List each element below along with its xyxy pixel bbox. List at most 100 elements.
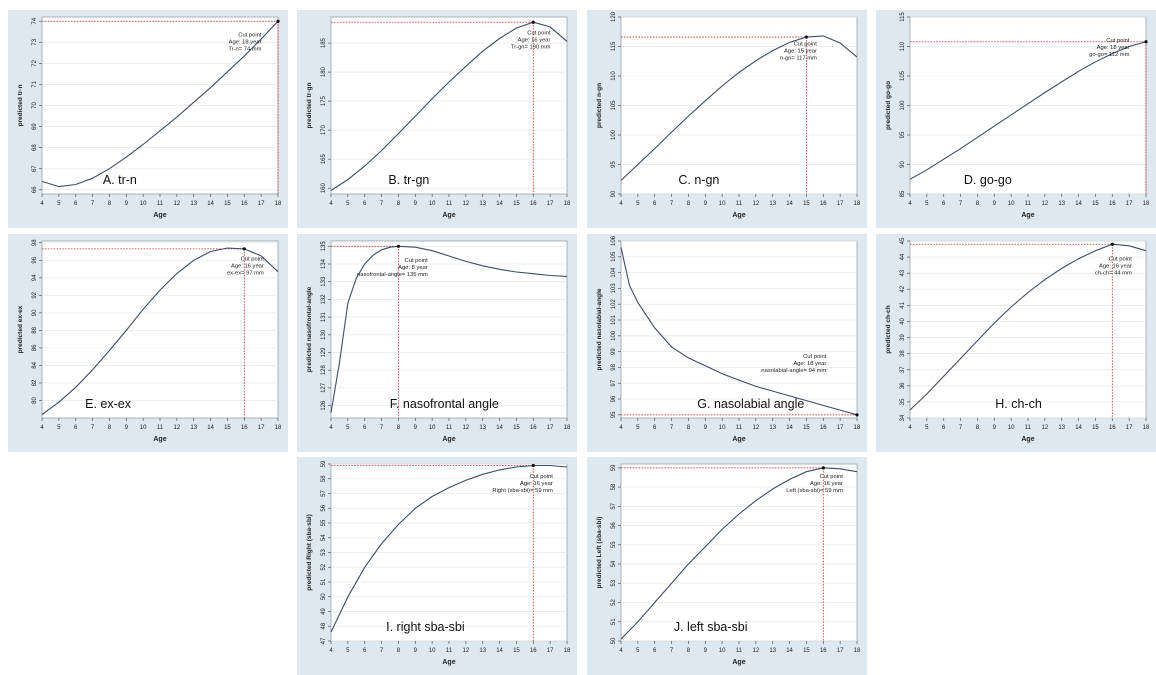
y-tick-label: 180: [321, 66, 327, 77]
x-tick-label: 11: [1025, 425, 1032, 431]
y-tick-label: 45: [900, 237, 906, 244]
x-axis-label: Age: [1021, 436, 1034, 443]
x-tick-label: 7: [91, 201, 95, 207]
x-tick-label: 11: [157, 425, 164, 431]
cut-point-annotation: Left (sba-sbi)= 59 mm: [786, 488, 843, 494]
x-tick-label: 5: [57, 425, 61, 431]
y-tick-label: 73: [32, 38, 38, 45]
y-tick-label: 54: [321, 534, 327, 541]
y-tick-label: 95: [611, 161, 617, 168]
x-tick-label: 9: [993, 425, 997, 431]
y-tick-label: 101: [611, 314, 617, 325]
y-tick-label: 100: [611, 330, 617, 341]
x-tick-label: 15: [224, 201, 231, 207]
y-tick-label: 49: [321, 608, 327, 615]
y-tick-label: 170: [321, 124, 327, 135]
y-tick-label: 85: [900, 190, 906, 197]
y-tick-label: 56: [321, 504, 327, 511]
x-tick-label: 5: [925, 201, 929, 207]
y-tick-label: 56: [611, 522, 617, 529]
y-tick-label: 74: [32, 17, 38, 24]
x-axis-label: Age: [442, 212, 455, 219]
x-tick-label: 18: [275, 425, 282, 431]
cut-point-annotation: Cut point: [241, 256, 265, 262]
x-tick-label: 16: [241, 425, 248, 431]
x-tick-label: 15: [803, 648, 810, 654]
x-tick-label: 16: [820, 201, 827, 207]
x-tick-label: 16: [820, 648, 827, 654]
y-tick-label: 57: [611, 502, 617, 509]
y-tick-label: 90: [32, 309, 38, 316]
panel-label: F. nasofrontal angle: [390, 397, 499, 411]
y-tick-label: 57: [321, 490, 327, 497]
y-axis-label: predicted ex-ex: [17, 305, 24, 353]
y-tick-label: 129: [321, 347, 327, 358]
x-tick-label: 7: [670, 425, 674, 431]
panel-label: G. nasolabial angle: [697, 397, 804, 411]
y-axis-label: predicted nasolabial-angle: [596, 288, 603, 370]
cut-point-annotation: Tr-n= 74 mm: [228, 46, 261, 52]
chart-panel-j: 4 5 6 7 8 9 10 11 12 13 14 15 16 17 185051525354555657…: [587, 457, 867, 675]
x-tick-label: 4: [619, 425, 623, 431]
y-tick-label: 34: [900, 414, 906, 421]
y-tick-label: 105: [611, 251, 617, 262]
x-tick-label: 18: [564, 201, 571, 207]
cut-point-annotation: Age: 15 year: [784, 48, 817, 54]
x-tick-label: 7: [670, 201, 674, 207]
y-axis-label: predicted Right (sba-sbi): [306, 514, 313, 591]
y-tick-label: 130: [321, 329, 327, 340]
cut-point-annotation: Cut point: [1106, 38, 1130, 44]
y-tick-label: 126: [321, 400, 327, 411]
y-tick-label: 106: [611, 235, 617, 246]
x-tick-label: 14: [496, 201, 503, 207]
y-tick-label: 110: [900, 41, 906, 51]
y-tick-label: 50: [611, 637, 617, 644]
x-tick-label: 8: [108, 425, 112, 431]
y-tick-label: 104: [611, 267, 617, 278]
x-tick-label: 9: [125, 425, 129, 431]
y-tick-label: 135: [321, 241, 327, 252]
y-tick-label: 110: [611, 71, 617, 81]
y-tick-label: 38: [900, 350, 906, 357]
x-tick-label: 15: [513, 648, 520, 654]
y-tick-label: 55: [321, 519, 327, 526]
x-tick-label: 17: [837, 425, 844, 431]
x-tick-label: 12: [174, 425, 181, 431]
y-tick-label: 115: [611, 41, 617, 51]
chart-panel-g: 4 5 6 7 8 9 10 11 12 13 14 15 16 17 18 95 96 97 98 99 100 101…: [587, 234, 867, 452]
x-tick-label: 13: [769, 201, 776, 207]
x-tick-label: 16: [1109, 425, 1116, 431]
x-tick-label: 13: [190, 425, 197, 431]
x-tick-label: 16: [530, 648, 537, 654]
x-tick-label: 18: [854, 648, 861, 654]
cut-point-annotation: ch-ch= 44 mm: [1095, 270, 1132, 276]
cut-point-annotation: Age: 16 year: [520, 481, 553, 487]
chart-grid: 4 5 6 7 8 9 10 11 12 13 14 15 16 17 18 66 67 68 69 70 71 72 73…: [8, 10, 1156, 675]
y-tick-label: 102: [611, 299, 617, 310]
x-tick-label: 14: [207, 201, 214, 207]
cut-point-annotation: Cut point: [527, 31, 551, 37]
cut-point-annotation: Age: 16 year: [1099, 263, 1132, 269]
cut-point-annotation: Age: 8 year: [398, 265, 428, 271]
y-tick-label: 160: [321, 183, 327, 194]
x-tick-label: 4: [908, 425, 912, 431]
cut-point-annotation: Cut point: [820, 474, 844, 480]
x-tick-label: 9: [704, 425, 708, 431]
x-tick-label: 9: [125, 201, 129, 207]
series-line: [330, 245, 568, 413]
y-axis-label: predicted tr-gn: [306, 83, 313, 129]
cut-point-annotation: Age: 16 year: [518, 38, 551, 44]
x-tick-label: 15: [513, 201, 520, 207]
y-tick-label: 58: [611, 483, 617, 490]
x-tick-label: 4: [40, 425, 44, 431]
cut-point-annotation: ex-ex= 97 mm: [227, 270, 264, 276]
cut-point-marker: [1110, 242, 1114, 246]
x-tick-label: 14: [786, 648, 793, 654]
series-line: [330, 21, 568, 191]
y-tick-label: 71: [32, 80, 38, 87]
cut-point-annotation: Age: 18 year: [229, 39, 262, 45]
cut-point-annotation: Cut point: [1109, 256, 1133, 262]
y-tick-label: 47: [321, 637, 327, 644]
x-axis-label: Age: [732, 212, 745, 219]
cut-point-annotation: Cut point: [803, 354, 827, 360]
